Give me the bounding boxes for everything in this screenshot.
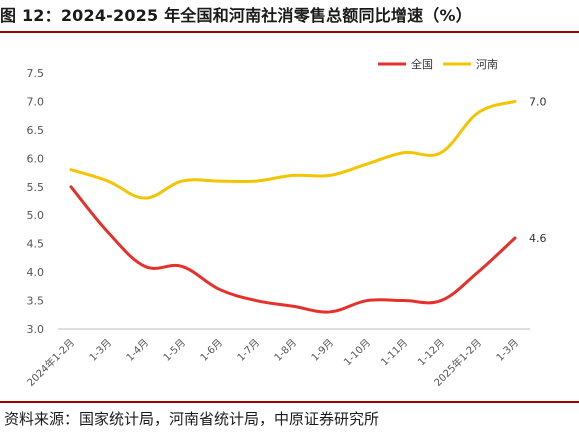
- x-tick-label: 1-5月: [161, 337, 188, 364]
- line-chart: 3.0 3.5 4.0 4.5 5.0 5.5 6.0 6.5 7.0 7.5 2024年1-2月…: [24, 57, 547, 389]
- y-tick-label: 3.0: [27, 323, 45, 336]
- end-label-henan: 7.0: [529, 95, 547, 108]
- series-line-henan: [69, 99, 517, 200]
- x-tick-label: 1-7月: [235, 337, 262, 364]
- y-tick-label: 3.5: [27, 295, 45, 308]
- y-tick-label: 4.0: [27, 266, 45, 279]
- series-group: [69, 99, 517, 314]
- y-tick-label: 6.0: [27, 152, 45, 165]
- x-axis: 2024年1-2月 1-3月 1-4月 1-5月 1-6月 1-7月 1-8月 1-9月 1-1…: [24, 336, 521, 389]
- source-note: 资料来源：国家统计局，河南省统计局，中原证券研究所: [4, 410, 380, 428]
- legend-item-henan-label: 河南: [476, 58, 498, 71]
- x-tick-label: 1-11月: [379, 337, 411, 369]
- y-tick-label: 4.5: [27, 238, 45, 251]
- y-axis: 3.0 3.5 4.0 4.5 5.0 5.5 6.0 6.5 7.0 7.5: [27, 67, 45, 336]
- x-tick-label: 1-3月: [87, 337, 114, 364]
- y-tick-label: 7.0: [27, 95, 45, 108]
- x-tick-label: 2024年1-2月: [24, 336, 77, 389]
- end-label-national: 4.6: [529, 232, 547, 245]
- x-tick-label: 1-9月: [309, 337, 336, 364]
- legend-item-national-label: 全国: [411, 57, 433, 71]
- legend: 全国 河南: [378, 57, 498, 71]
- x-tick-label: 1-12月: [416, 337, 448, 369]
- end-labels: 4.6 7.0: [529, 95, 547, 245]
- title-rule: [0, 31, 579, 33]
- chart-title: 图 12：2024-2025 年全国和河南社消零售总额同比增速（%）: [0, 6, 472, 25]
- y-tick-label: 5.0: [27, 209, 45, 222]
- y-tick-label: 5.5: [27, 181, 45, 194]
- x-tick-label: 1-4月: [124, 337, 151, 364]
- x-tick-label: 1-8月: [272, 337, 299, 364]
- source-rule: [0, 401, 579, 403]
- x-tick-label: 1-3月: [494, 337, 521, 364]
- series-line-national: [69, 185, 517, 314]
- x-tick-label: 1-6月: [198, 337, 225, 364]
- y-tick-label: 7.5: [27, 67, 45, 80]
- x-tick-label: 1-10月: [342, 337, 374, 369]
- y-tick-label: 6.5: [27, 124, 45, 137]
